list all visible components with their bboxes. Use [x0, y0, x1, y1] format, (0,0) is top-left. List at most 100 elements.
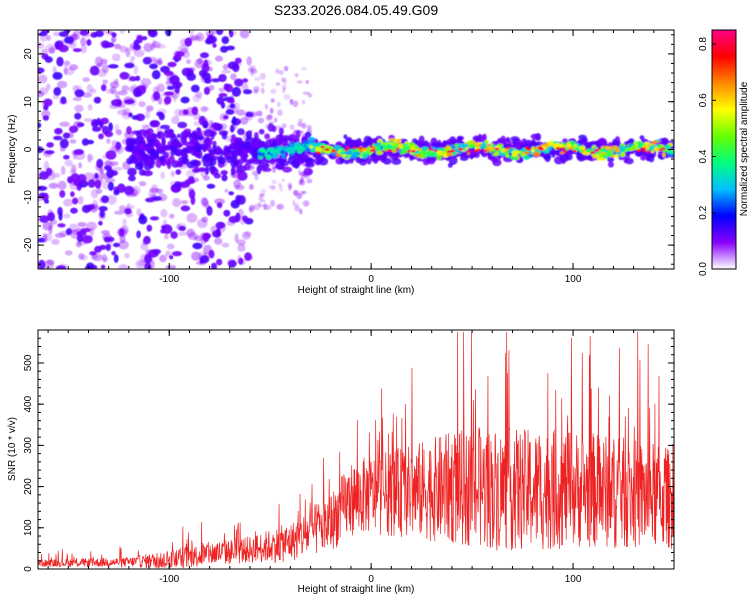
- spectrogram-cell: [578, 146, 585, 150]
- spectrogram-cell: [149, 120, 161, 128]
- spectrogram-cell: [263, 203, 267, 211]
- y-tick-label: 20: [23, 48, 34, 60]
- spectrogram-cell: [229, 124, 235, 133]
- spectrogram-cell: [400, 149, 409, 154]
- spectrogram-cell: [140, 78, 152, 87]
- spectrogram-cell: [626, 147, 632, 152]
- spectrogram-cell: [276, 101, 281, 107]
- spectrogram-cell: [48, 182, 59, 189]
- spectrogram-cell: [505, 137, 511, 142]
- spectrogram-cell: [217, 148, 223, 154]
- spectrogram-cell: [127, 73, 132, 82]
- spectrogram-cell: [613, 154, 620, 158]
- spectrogram-cell: [111, 140, 119, 148]
- spectrogram-cell: [411, 150, 416, 153]
- spectrogram-cell: [151, 70, 161, 80]
- spectrogram-cell: [236, 176, 243, 181]
- spectrogram-cell: [605, 146, 613, 151]
- spectrogram-cell: [185, 59, 191, 64]
- spectrogram-cell: [243, 162, 252, 171]
- spectrogram-cell: [218, 74, 227, 82]
- spectrogram-cell: [304, 158, 314, 163]
- spectrogram-cell: [630, 144, 637, 151]
- spectrogram-cell: [75, 241, 82, 248]
- spectrogram-cell: [63, 67, 75, 76]
- spectrogram-cell: [186, 228, 195, 238]
- spectrogram-cell: [117, 183, 126, 193]
- spectrogram-cell: [127, 167, 137, 177]
- spectrogram-cell: [206, 205, 213, 216]
- spectrogram-cell: [109, 170, 119, 176]
- spectrogram-cell: [147, 148, 156, 156]
- spectrogram-cell: [231, 86, 242, 97]
- spectrogram-cell: [164, 128, 175, 135]
- spectrogram-cell: [379, 153, 387, 163]
- spectrogram-cell: [187, 187, 195, 193]
- spectrogram-cell: [653, 146, 659, 152]
- colorbar-tick-label: 0.0: [698, 262, 709, 276]
- spectrogram-cell: [391, 158, 402, 165]
- spectrogram-cell: [190, 132, 199, 139]
- spectrogram-y-axis: -20 -10 0 10 20: [23, 34, 674, 265]
- spectrogram-cell: [99, 197, 108, 203]
- spectrogram-cell: [128, 60, 134, 67]
- spectrogram-cell: [87, 104, 93, 111]
- spectrogram-cell: [224, 188, 229, 193]
- spectrogram-cell: [436, 155, 442, 161]
- spectrogram-cell: [206, 183, 216, 189]
- spectrogram-cell: [650, 149, 655, 154]
- spectrogram-cell: [252, 141, 260, 148]
- spectrogram-cell: [230, 149, 236, 155]
- spectrogram-cell: [309, 144, 314, 150]
- spectrogram-cell: [135, 34, 144, 40]
- spectrogram-cell: [302, 200, 310, 207]
- spectrogram-cell: [74, 112, 82, 120]
- spectrogram-cell: [245, 159, 252, 164]
- spectrogram-cell: [147, 30, 158, 38]
- figure-title: S233.2026.084.05.49.G09: [274, 2, 438, 18]
- spectrogram-cell: [178, 225, 186, 231]
- spectrogram-cell: [565, 147, 569, 151]
- spectrogram-cell: [296, 80, 303, 84]
- spectrogram-cell: [414, 145, 419, 149]
- spectrogram-cell: [175, 169, 182, 175]
- spectrogram-cell: [120, 225, 129, 235]
- spectrogram-cell: [271, 125, 277, 133]
- spectrogram-cell: [141, 124, 150, 129]
- spectrogram-cell: [278, 70, 284, 75]
- spectrogram-cell: [227, 98, 235, 104]
- spectrogram-cell: [234, 140, 242, 148]
- spectrogram-cell: [83, 172, 95, 182]
- spectrogram-cell: [637, 142, 644, 148]
- spectrogram-cell: [101, 84, 107, 92]
- spectrogram-cell: [343, 134, 348, 139]
- spectrogram-cell: [294, 73, 299, 78]
- spectrogram-cell: [476, 148, 482, 152]
- spectrogram-cell: [533, 151, 541, 158]
- spectrogram-cell: [218, 155, 224, 164]
- spectrogram-cell: [214, 198, 225, 205]
- spectrogram-cell: [524, 146, 529, 150]
- spectrogram-cell: [283, 147, 291, 152]
- spectrogram-cell: [63, 213, 71, 219]
- spectrogram-cell: [172, 138, 180, 146]
- spectrogram-cell: [204, 166, 210, 175]
- colorbar-label: Normalized spectral amplitude: [739, 81, 750, 216]
- x-tick-label: 100: [565, 274, 582, 285]
- spectrogram-cell: [100, 230, 110, 235]
- spectrogram-cell: [99, 40, 109, 47]
- spectrogram-cell: [279, 184, 283, 192]
- spectrogram-cell: [316, 151, 321, 155]
- spectrogram-cell: [269, 157, 276, 165]
- spectrogram-cell: [249, 184, 254, 190]
- spectrogram-cell: [105, 243, 111, 251]
- snr-x-axis: -100 0 100: [47, 330, 675, 585]
- spectrogram-cell: [46, 175, 56, 181]
- spectrogram-cell: [118, 205, 126, 212]
- spectrogram-x-axis-label: Height of straight line (km): [298, 285, 415, 296]
- spectrogram-cell: [454, 147, 459, 151]
- spectrogram-cell: [623, 158, 628, 164]
- spectrogram-cell: [64, 159, 73, 167]
- spectrogram-cell: [82, 77, 90, 82]
- spectrogram-cell: [135, 137, 141, 144]
